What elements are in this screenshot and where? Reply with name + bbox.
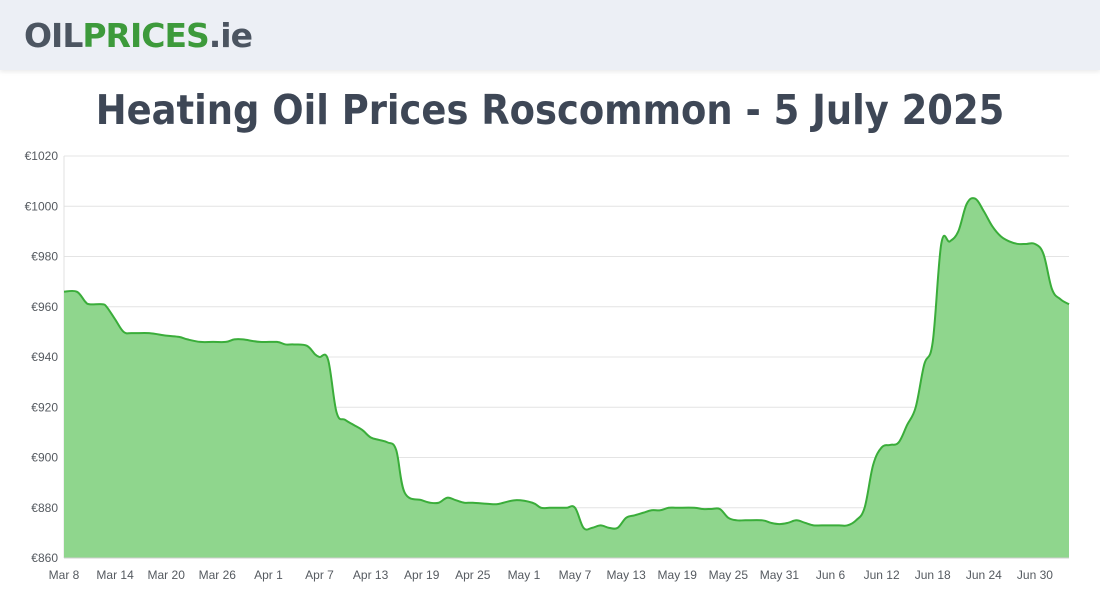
x-tick-label: Apr 13 xyxy=(353,568,389,582)
x-tick-label: May 7 xyxy=(559,568,592,582)
series-line xyxy=(63,197,1070,531)
y-tick-label: €880 xyxy=(31,501,58,515)
x-tick-label: May 1 xyxy=(508,568,541,582)
page-title: Heating Oil Prices Roscommon - 5 July 20… xyxy=(95,86,1005,134)
y-tick-label: €1000 xyxy=(25,199,59,213)
y-tick-label: €940 xyxy=(31,350,58,364)
x-axis-ticks: Mar 8 Mar 14 Mar 20 Mar 26 Apr 1 Apr 7 Apr 13 A… xyxy=(49,568,1054,582)
x-tick-label: Jun 6 xyxy=(816,568,846,582)
x-tick-label: Apr 7 xyxy=(305,568,334,582)
y-tick-label: €960 xyxy=(31,300,58,314)
y-tick-label: €980 xyxy=(31,250,58,264)
y-tick-label: €1020 xyxy=(25,149,59,163)
series-area-fill xyxy=(64,198,1069,558)
y-tick-label: €900 xyxy=(31,451,58,465)
x-tick-label: Mar 20 xyxy=(148,568,186,582)
x-tick-label: Mar 14 xyxy=(96,568,134,582)
logo-prices: PRICES xyxy=(82,16,209,55)
y-tick-label: €920 xyxy=(31,400,58,414)
x-tick-label: May 25 xyxy=(709,568,749,582)
site-header: OILPRICES.ie xyxy=(0,0,1100,70)
x-tick-label: Jun 24 xyxy=(966,568,1002,582)
x-tick-label: Jun 30 xyxy=(1017,568,1053,582)
x-tick-label: Apr 1 xyxy=(254,568,283,582)
x-tick-label: Jun 18 xyxy=(915,568,951,582)
x-tick-label: May 31 xyxy=(760,568,800,582)
x-tick-label: May 13 xyxy=(606,568,646,582)
logo-domain: .ie xyxy=(208,16,253,55)
x-tick-label: Mar 26 xyxy=(199,568,237,582)
y-axis-ticks: €860 €880 €900 €920 €940 €960 €980 €1000 €1020 xyxy=(25,149,59,565)
x-tick-label: Mar 8 xyxy=(49,568,80,582)
y-tick-label: €860 xyxy=(31,551,58,565)
area-series xyxy=(63,197,1070,559)
x-tick-label: Apr 19 xyxy=(404,568,440,582)
x-tick-label: Apr 25 xyxy=(455,568,491,582)
x-tick-label: May 19 xyxy=(658,568,698,582)
logo-oil: OIL xyxy=(24,16,83,55)
x-tick-label: Jun 12 xyxy=(864,568,900,582)
site-logo[interactable]: OILPRICES.ie xyxy=(24,16,253,56)
